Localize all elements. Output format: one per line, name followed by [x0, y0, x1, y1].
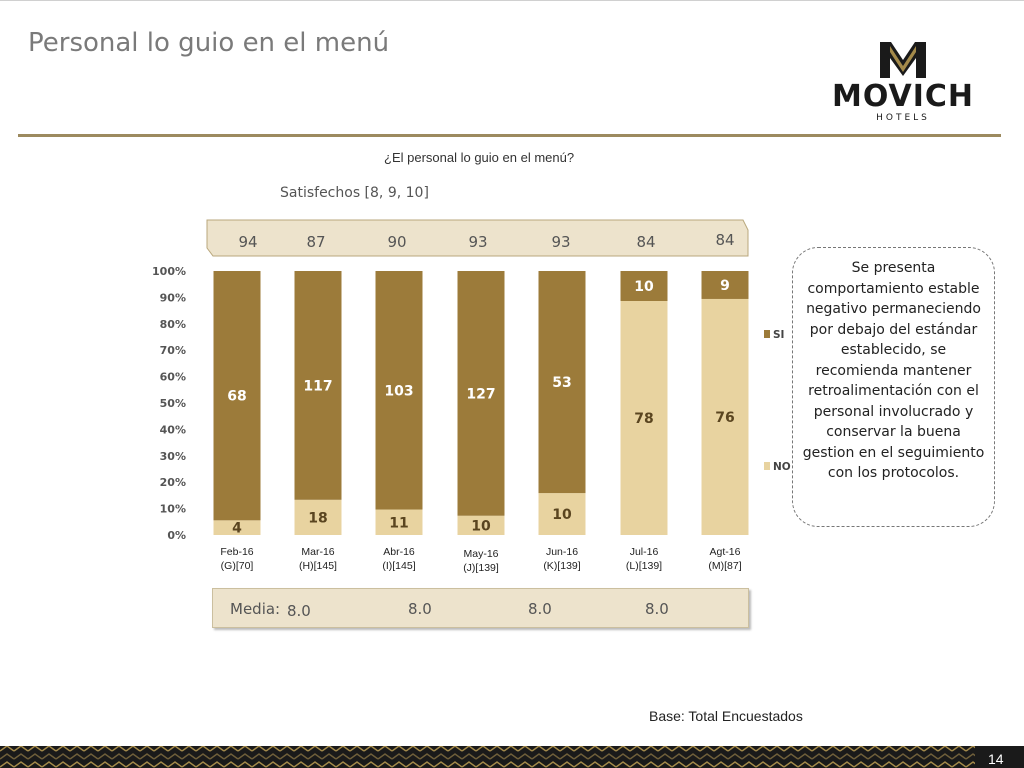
- movich-logo: MOVICH HOTELS: [832, 42, 974, 123]
- bar-segment-no: [620, 301, 668, 535]
- bar-label-no: 10: [471, 518, 491, 534]
- bar-label-si: 127: [466, 386, 495, 402]
- bar-segment-si: [375, 271, 423, 510]
- satisfied-value: 84: [715, 231, 735, 249]
- media-band: [212, 588, 749, 628]
- bar-label-si: 117: [303, 378, 332, 394]
- legend-swatch: [764, 462, 770, 470]
- satisfied-label: Satisfechos [8, 9, 10]: [280, 185, 429, 201]
- y-tick-label: 40%: [160, 423, 186, 436]
- bar-label-si: 9: [720, 278, 730, 294]
- decorative-footer: [0, 746, 1024, 768]
- bar-segment-si: [701, 271, 749, 299]
- y-tick-label: 20%: [160, 476, 186, 489]
- satisfied-value: 90: [387, 233, 407, 251]
- bar-label-no: 78: [634, 411, 653, 427]
- bar-segment-si: [294, 271, 342, 500]
- page-number: 14: [988, 751, 1004, 767]
- stacked-bar-chart: 0% 10% 20% 30% 40% 50% 60% 70% 80% 90% 100% 68 4 Feb-…: [152, 265, 791, 574]
- x-category-label: (G)[70]: [221, 560, 254, 572]
- satisfied-value: 93: [468, 233, 488, 251]
- media-value: 8.0: [408, 600, 432, 618]
- legend-swatch: [764, 330, 770, 338]
- bar-label-no: 4: [232, 521, 242, 537]
- bar-segment-no: [538, 493, 586, 535]
- bar-label-no: 11: [389, 515, 408, 531]
- y-tick-label: 60%: [160, 371, 186, 384]
- x-category-label: (M)[87]: [708, 560, 741, 572]
- x-category-label: Jun-16: [546, 546, 578, 558]
- bar-label-si: 53: [552, 375, 571, 391]
- logo-wordmark: MOVICH: [832, 79, 974, 114]
- x-category-label: (I)[145]: [382, 560, 415, 572]
- y-tick-label: 80%: [160, 318, 186, 331]
- y-tick-label: 0%: [167, 529, 186, 542]
- bar-segment-no: [375, 509, 423, 535]
- x-category-label: (L)[139]: [626, 560, 662, 572]
- y-tick-label: 90%: [160, 291, 186, 304]
- media-value: 8.0: [528, 600, 552, 618]
- x-category-label: Feb-16: [220, 546, 253, 558]
- satisfied-value: 94: [238, 233, 258, 251]
- page-title: Personal lo guio en el menú: [28, 28, 390, 58]
- satisfied-value: 87: [306, 233, 326, 251]
- y-tick-label: 30%: [160, 450, 186, 463]
- bar-segment-no: [213, 520, 261, 535]
- legend-label: SI: [773, 329, 784, 341]
- bar-label-no: 76: [715, 410, 734, 426]
- bar-segment-no: [457, 515, 505, 535]
- bar-segment-no: [294, 499, 342, 535]
- x-category-label: May-16: [463, 548, 498, 560]
- satisfied-band: [206, 219, 749, 257]
- bar-label-si: 103: [384, 383, 413, 399]
- x-category-label: (K)[139]: [543, 560, 580, 572]
- bar-segment-si: [538, 271, 586, 494]
- header-divider: [18, 134, 1001, 137]
- y-tick-label: 50%: [160, 397, 186, 410]
- bar-label-no: 18: [308, 510, 327, 526]
- y-tick-label: 100%: [152, 265, 186, 278]
- x-category-label: (H)[145]: [299, 560, 337, 572]
- x-category-label: Abr-16: [383, 546, 415, 558]
- analysis-note: Se presenta comportamiento estable negat…: [792, 247, 995, 527]
- media-label: Media:: [230, 600, 281, 618]
- x-category-label: Jul-16: [630, 546, 659, 558]
- bar-label-si: 68: [227, 389, 246, 405]
- bar-label-no: 10: [552, 507, 572, 523]
- bar-label-si: 10: [634, 279, 654, 295]
- y-tick-label: 70%: [160, 344, 186, 357]
- legend-label: NO: [773, 461, 791, 473]
- satisfied-value: 84: [636, 233, 656, 251]
- bar-segment-si: [620, 271, 668, 301]
- media-value: 8.0: [645, 600, 669, 618]
- bar-segment-si: [457, 271, 505, 516]
- bar-segment-no: [701, 298, 749, 535]
- bar-segment-si: [213, 271, 261, 521]
- x-category-label: Mar-16: [301, 546, 334, 558]
- base-label: Base: Total Encuestados: [649, 708, 803, 724]
- x-category-label: (J)[139]: [463, 562, 499, 574]
- y-tick-label: 10%: [160, 503, 186, 516]
- satisfied-value: 93: [551, 233, 571, 251]
- media-value: 8.0: [287, 602, 311, 620]
- logo-subtext: HOTELS: [876, 113, 930, 123]
- top-border-line: [0, 0, 1024, 1]
- chart-question: ¿El personal lo guio en el menú?: [384, 150, 575, 165]
- x-category-label: Agt-16: [710, 546, 741, 558]
- logo-emblem-icon: [880, 42, 926, 78]
